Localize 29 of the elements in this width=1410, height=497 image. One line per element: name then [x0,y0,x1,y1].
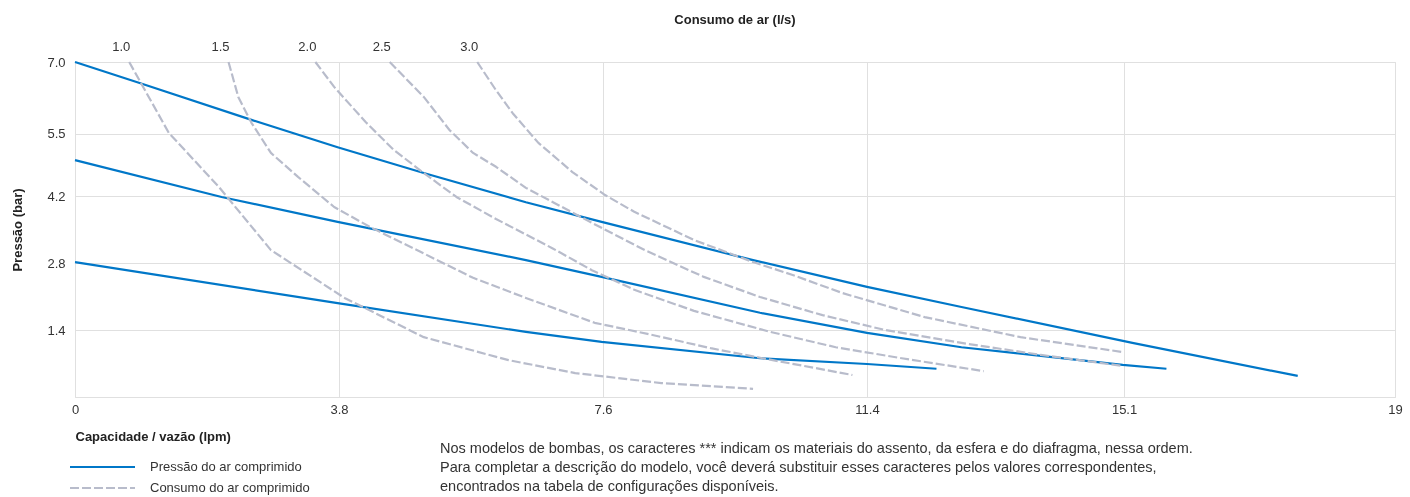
x-tick-label: 0 [71,401,80,417]
x-axis-title: Capacidade / vazão (lpm) [75,428,231,444]
y-tick-label: 4.2 [47,188,66,204]
line-series [227,60,854,377]
annotation: 2.5 [372,39,391,54]
line-series [128,60,755,390]
legend-label: Pressão do ar comprimido [150,459,302,474]
x2-axis-title: Consumo de ar (l/s) [674,12,796,27]
x-tick-label: 3.8 [330,401,349,417]
line-series [73,60,1299,378]
x-tick-label: 19 [1388,401,1403,417]
annotation: 1.5 [211,39,230,54]
line-series [476,60,1124,354]
annotation: 1.0 [112,39,131,54]
y-tick-label: 7.0 [47,54,66,70]
x-tick-label: 11.4 [855,401,880,417]
line-series [73,260,938,370]
y-tick-label: 1.4 [47,322,66,338]
x-tick-label: 15.1 [1111,401,1138,417]
line-series [314,60,985,373]
y-axis-title: Pressão (bar) [10,188,26,272]
legend-label: Consumo do ar comprimido [150,480,310,495]
y-tick-label: 2.8 [47,255,66,271]
annotation: 3.0 [460,39,479,54]
text: Nos modelos de bombas, os caracteres *** indicam os materiais do assento, da esfera e do diafragma, nessa ordem. Para completar a descrição do modelo, você deverá substituir esses caracteres pelos valores correspondentes, encontrados na tabela de configurações disponíveis. [440,440,1193,494]
x-tick-label: 7.6 [594,401,613,417]
y-tick-label: 5.5 [47,126,66,142]
annotation: 2.0 [298,39,317,54]
line-series [73,159,1168,370]
